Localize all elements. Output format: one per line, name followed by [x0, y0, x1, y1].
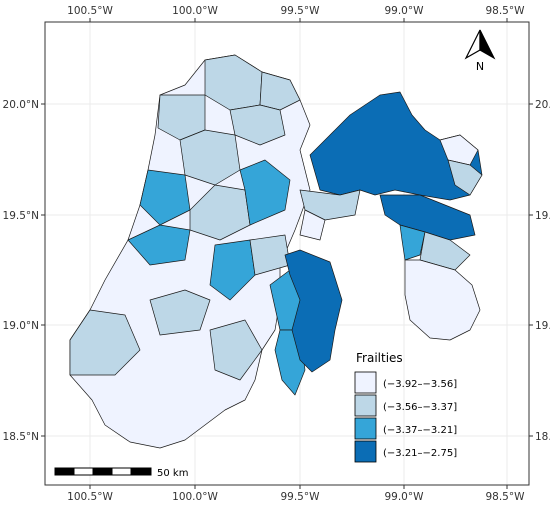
- legend-label-3: (−3.21–−2.75]: [383, 448, 457, 459]
- legend-swatch-2: [354, 417, 377, 440]
- y-tick-right-2: 19.0°N: [535, 320, 550, 332]
- region-sw-13: [69, 309, 141, 376]
- north-arrow-icon: N: [464, 29, 496, 73]
- region-c-10: [209, 239, 256, 301]
- legend-label-0: (−3.92–−3.56]: [383, 379, 457, 390]
- legend-swatch-3: [354, 440, 377, 463]
- region-ne-1: [439, 134, 479, 166]
- x-tick-labels-bottom: 100.5°W 100.0°W 99.5°W 99.0°W 98.5°W: [67, 491, 525, 503]
- x-tick-top-4: 98.5°W: [485, 5, 525, 17]
- y-tick-left-1: 19.5°N: [3, 210, 39, 222]
- y-tick-right-1: 19.5°N: [535, 210, 550, 222]
- legend: Frailties (−3.92–−3.56] (−3.56–−3.37] (−…: [354, 351, 457, 463]
- region-w-6: [139, 169, 191, 226]
- region-w-7: [127, 224, 191, 266]
- x-tick-bottom-2: 99.5°W: [280, 491, 320, 503]
- legend-label-1: (−3.56–−3.37]: [383, 402, 457, 413]
- scale-bar-label: 50 km: [157, 468, 188, 479]
- x-tick-bottom-1: 100.0°W: [172, 491, 218, 503]
- region-sw-12: [149, 289, 211, 336]
- region-e-2: [419, 231, 471, 271]
- region-c-9: [239, 159, 291, 226]
- x-tick-top-0: 100.5°W: [67, 5, 113, 17]
- region-e-dark: [379, 194, 476, 241]
- y-tick-left-2: 19.0°N: [3, 320, 39, 332]
- x-tick-labels-top: 100.5°W 100.0°W 99.5°W 99.0°W 98.5°W: [67, 5, 525, 17]
- legend-label-2: (−3.37–−3.21]: [383, 425, 457, 436]
- panel-border: [44, 21, 530, 486]
- x-tick-bottom-0: 100.5°W: [67, 491, 113, 503]
- x-tick-top-2: 99.5°W: [280, 5, 320, 17]
- region-s-14: [209, 319, 263, 381]
- x-tick-bottom-3: 99.0°W: [384, 491, 424, 503]
- municipalities: [69, 54, 483, 449]
- region-e-1: [399, 224, 426, 261]
- legend-swatch-0: [354, 371, 377, 394]
- x-tick-top-3: 99.0°W: [384, 5, 424, 17]
- tick-marks: [41, 18, 533, 489]
- y-tick-right-3: 18.5°N: [535, 431, 550, 443]
- x-tick-bottom-4: 98.5°W: [485, 491, 525, 503]
- north-label: N: [476, 60, 484, 73]
- legend-swatch-1: [354, 394, 377, 417]
- y-tick-labels-right: 20.0°N 19.5°N 19.0°N 18.5°N: [535, 99, 550, 443]
- region-ne-2: [447, 159, 483, 196]
- x-tick-top-1: 100.0°W: [172, 5, 218, 17]
- region-ne-4: [299, 209, 326, 241]
- y-tick-left-0: 20.0°N: [3, 99, 39, 111]
- region-s-dark: [284, 249, 343, 373]
- y-tick-right-0: 20.0°N: [535, 99, 550, 111]
- region-nw-3: [259, 71, 301, 111]
- scale-bar: 50 km: [54, 467, 188, 479]
- legend-title: Frailties: [356, 351, 403, 365]
- region-se-lobe: [404, 259, 481, 341]
- y-tick-labels-left: 20.0°N 19.5°N 19.0°N 18.5°N: [3, 99, 39, 443]
- y-tick-left-3: 18.5°N: [3, 431, 39, 443]
